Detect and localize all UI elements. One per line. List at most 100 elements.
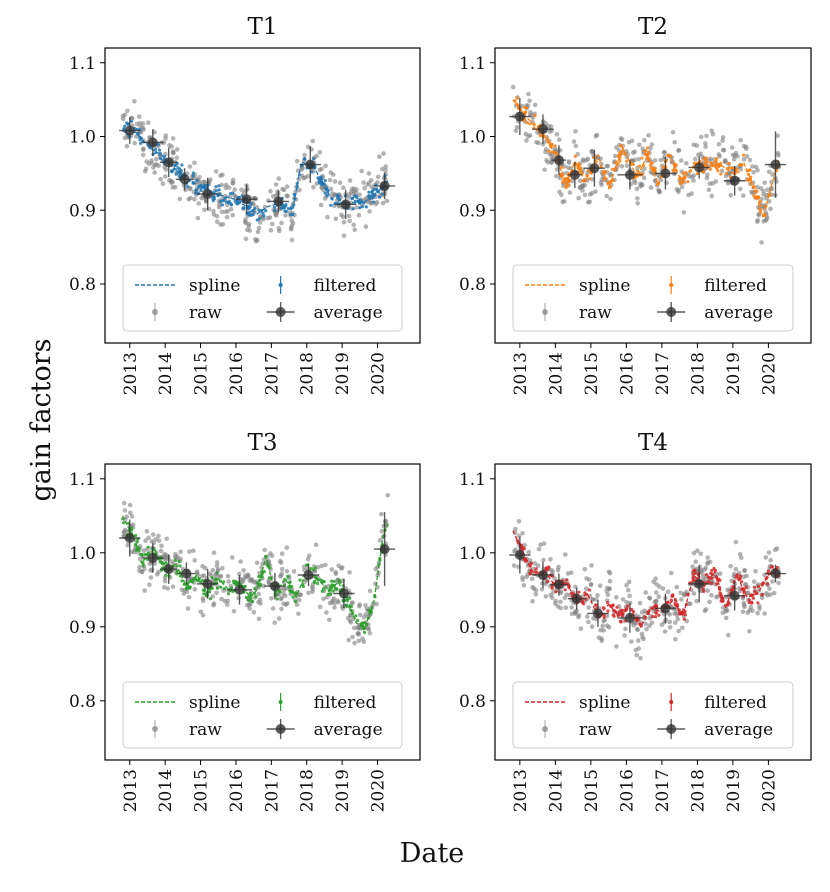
raw-point	[276, 616, 282, 621]
raw-point	[367, 588, 373, 594]
filtered-point	[692, 568, 696, 572]
raw-point	[751, 579, 757, 584]
raw-point	[557, 189, 562, 195]
filtered-point	[515, 96, 519, 100]
raw-point	[667, 619, 672, 625]
average-point	[264, 572, 286, 600]
filtered-point	[146, 545, 150, 549]
average-marker	[624, 612, 635, 623]
panel-t4: T4 0.8 0.9 1.0 1.1 2013 2014 2015 2016 2017 2018 20…	[459, 430, 812, 812]
raw-point	[195, 215, 201, 221]
raw-point	[529, 576, 535, 582]
raw-point	[629, 138, 635, 144]
x-axis-label: Date	[400, 838, 465, 869]
raw-point	[272, 620, 278, 625]
raw-point	[535, 563, 541, 568]
x-tick-label: 2013	[511, 352, 531, 395]
average-point	[227, 575, 252, 605]
raw-point	[693, 559, 699, 564]
filtered-point	[358, 206, 362, 210]
raw-point	[657, 189, 662, 194]
filtered-point	[363, 630, 367, 635]
filtered-point	[727, 161, 731, 165]
raw-point	[638, 655, 643, 661]
raw-point	[211, 208, 216, 214]
raw-point	[187, 186, 193, 192]
raw-point	[753, 569, 758, 574]
filtered-point	[673, 597, 677, 602]
filtered-point	[742, 153, 746, 157]
raw-point	[268, 227, 274, 233]
filtered-point	[191, 171, 195, 175]
legend-filtered-label: filtered	[314, 276, 377, 296]
filtered-point	[670, 594, 674, 598]
raw-point	[258, 601, 263, 606]
raw-point	[665, 589, 671, 594]
legend: spline raw filtered average	[512, 681, 794, 749]
raw-point	[577, 178, 583, 183]
raw-point	[237, 571, 242, 577]
filtered-point	[226, 592, 231, 596]
raw-point	[557, 137, 562, 142]
filtered-point	[528, 572, 532, 576]
filtered-point	[654, 611, 658, 615]
x-tick-label: 2019	[724, 352, 744, 395]
raw-point	[156, 538, 162, 544]
filtered-point	[545, 568, 549, 572]
raw-point	[647, 616, 653, 621]
panel-t3: T3 0.8 0.9 1.0 1.1 2013 2014 2015 2016 2017 2018 20…	[69, 430, 421, 812]
raw-point	[567, 190, 573, 195]
filtered-point	[752, 585, 757, 589]
filtered-point	[612, 614, 616, 618]
raw-point	[269, 221, 275, 227]
x-tick-label: 2014	[156, 769, 176, 812]
filtered-point	[298, 578, 302, 582]
average-point	[654, 157, 677, 190]
raw-point	[597, 583, 603, 588]
raw-point	[619, 137, 625, 142]
raw-point	[528, 109, 533, 115]
y-tick-label: 0.9	[69, 618, 96, 638]
raw-point	[629, 639, 634, 644]
raw-point	[377, 154, 382, 159]
filtered-point	[695, 172, 700, 176]
average-marker	[124, 125, 135, 136]
raw-point	[167, 177, 172, 183]
filtered-point	[739, 574, 743, 578]
raw-point	[294, 602, 300, 607]
legend-raw-swatch	[542, 309, 548, 315]
filtered-point	[287, 581, 291, 585]
raw-point	[125, 542, 130, 548]
filtered-point	[143, 552, 148, 557]
raw-point	[171, 150, 176, 156]
legend-average-swatch	[275, 724, 286, 734]
raw-point	[162, 578, 168, 584]
filtered-point	[333, 586, 337, 591]
raw-point	[643, 621, 648, 627]
raw-point	[149, 160, 154, 166]
raw-point	[339, 212, 344, 218]
raw-point	[380, 200, 386, 206]
raw-point	[678, 158, 684, 163]
raw-point	[262, 547, 268, 553]
y-tick-label: 0.8	[459, 692, 486, 712]
raw-point	[698, 134, 704, 140]
raw-point	[626, 587, 631, 593]
raw-point	[350, 600, 355, 605]
x-tick-label: 2013	[511, 769, 531, 812]
raw-point	[284, 545, 290, 550]
y-tick-label: 1.0	[69, 544, 96, 564]
raw-point	[288, 226, 294, 232]
y-tick-label: 0.8	[69, 692, 96, 712]
y-axis-label: gain factors	[26, 338, 57, 501]
raw-point	[199, 195, 204, 201]
filtered-point	[577, 590, 581, 594]
raw-point	[214, 214, 220, 219]
raw-point	[766, 550, 772, 555]
raw-point	[703, 141, 708, 146]
legend-filtered-label: filtered	[704, 693, 767, 713]
filtered-point	[253, 587, 257, 591]
filtered-point	[353, 199, 357, 203]
raw-point	[366, 171, 372, 176]
filtered-point	[229, 192, 233, 196]
